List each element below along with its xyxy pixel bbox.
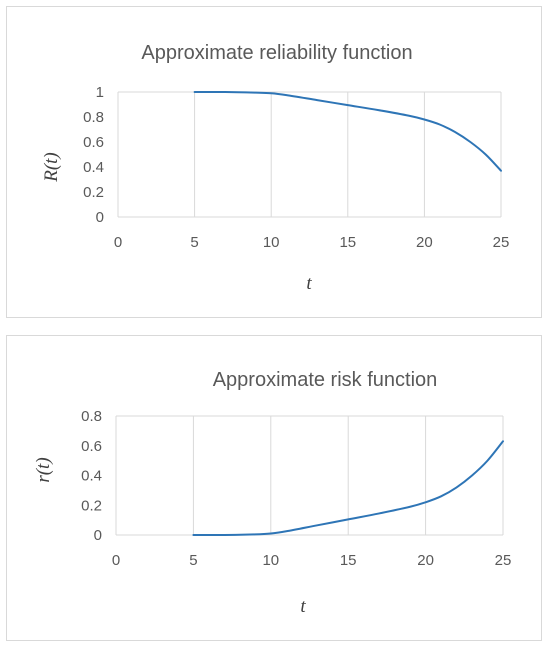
- series-line: [192, 440, 504, 537]
- x-tick-label: 25: [493, 234, 510, 251]
- reliability-chart: Approximate reliability function 0 5 10 15 2…: [41, 42, 510, 294]
- x-tick-label: 0: [112, 552, 120, 569]
- y-tick-label: 0.6: [83, 134, 104, 151]
- y-tick-label: 0.6: [81, 438, 102, 455]
- y-tick-label: 0.8: [81, 408, 102, 425]
- chart-title: Approximate reliability function: [141, 42, 412, 64]
- series-line: [193, 90, 502, 172]
- x-axis-label: t: [306, 273, 312, 294]
- x-tick-label: 10: [263, 234, 280, 251]
- y-tick-label: 0.2: [81, 497, 102, 514]
- y-tick-label: 0: [96, 209, 104, 226]
- x-tick-label: 10: [262, 552, 279, 569]
- x-tick-label: 20: [417, 552, 434, 569]
- y-tick-label: 0.4: [81, 468, 102, 485]
- y-tick-label: 0: [94, 527, 102, 544]
- chart-title: Approximate risk function: [213, 369, 438, 391]
- risk-chart-panel: Approximate risk function 0 5 10 15 20 25 0 0.2…: [6, 335, 542, 641]
- x-tick-label: 5: [190, 234, 198, 251]
- x-tick-label: 15: [340, 552, 357, 569]
- x-tick-label: 25: [495, 552, 512, 569]
- reliability-chart-panel: Approximate reliability function 0 5 10 15 2…: [6, 6, 542, 318]
- y-tick-label: 0.2: [83, 184, 104, 201]
- y-tick-label: 1: [96, 84, 104, 101]
- y-axis-label: R(t): [41, 152, 62, 183]
- y-tick-label: 0.4: [83, 159, 104, 176]
- y-axis-label: r(t): [33, 457, 54, 482]
- x-tick-label: 15: [339, 234, 356, 251]
- x-tick-label: 0: [114, 234, 122, 251]
- x-axis-label: t: [300, 596, 306, 617]
- x-tick-label: 20: [416, 234, 433, 251]
- risk-chart: Approximate risk function 0 5 10 15 20 25 0 0.2…: [33, 369, 512, 617]
- x-tick-label: 5: [189, 552, 197, 569]
- y-tick-label: 0.8: [83, 109, 104, 126]
